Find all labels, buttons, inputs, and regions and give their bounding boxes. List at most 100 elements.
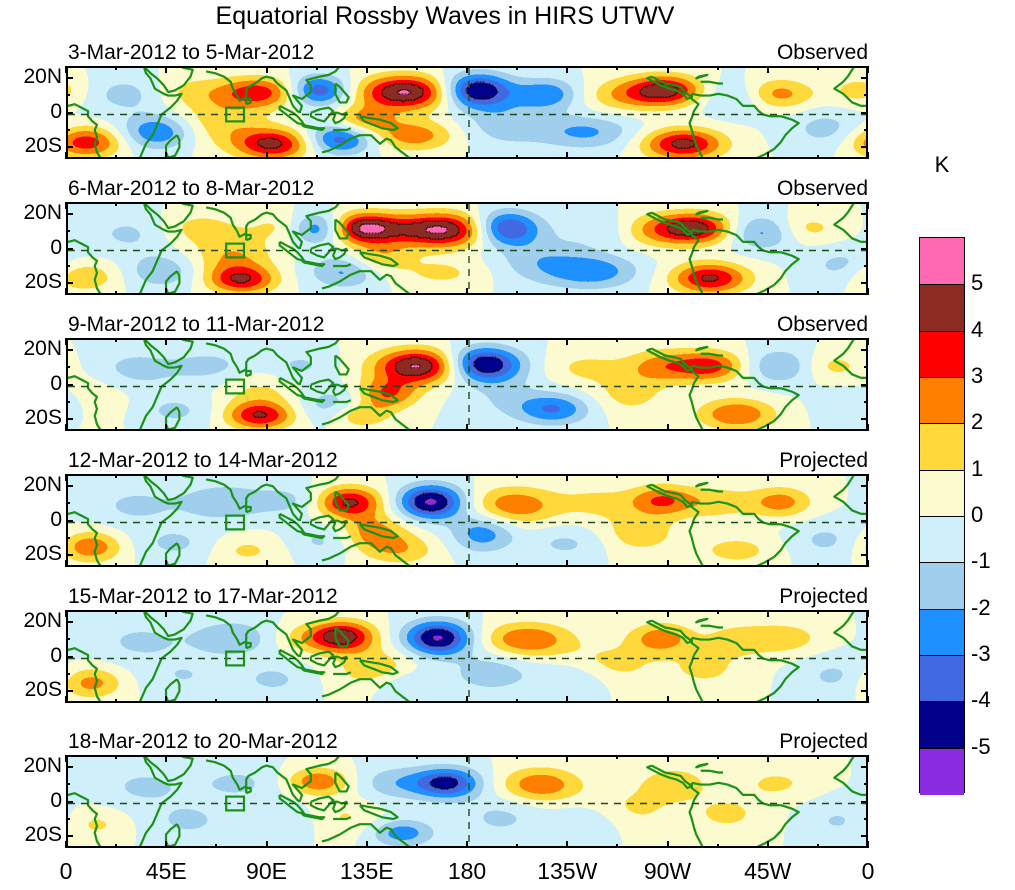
x-axis-tick <box>566 338 569 345</box>
x-axis-tick <box>566 202 569 209</box>
x-axis-tick <box>215 699 218 703</box>
coastline <box>332 247 348 261</box>
coastline <box>164 270 181 293</box>
x-axis-tick <box>365 610 368 617</box>
x-axis-tick <box>616 202 619 206</box>
coastline <box>291 204 340 250</box>
x-axis-tick <box>466 152 468 159</box>
y-axis-tick <box>864 502 868 505</box>
x-axis-tick <box>867 696 869 703</box>
x-axis-tick <box>816 427 819 431</box>
y-axis-tick <box>66 766 73 769</box>
x-axis-tick <box>716 563 719 567</box>
coastline <box>291 612 340 658</box>
x-axis-tick <box>566 152 569 159</box>
coastline <box>245 505 252 514</box>
coastline <box>332 655 348 669</box>
region-marker-box <box>225 106 246 123</box>
x-axis-tick <box>215 755 218 759</box>
x-axis-tick <box>516 66 519 70</box>
x-axis-tick <box>816 755 819 759</box>
x-axis-tick <box>115 699 118 703</box>
y-axis-tick <box>66 264 70 267</box>
colorbar-tick-label: -3 <box>971 641 991 666</box>
x-axis-tick <box>566 424 569 431</box>
x-axis-tick <box>65 202 67 209</box>
x-axis-tick <box>365 560 368 567</box>
x-axis-tick <box>415 66 418 70</box>
x-axis-tick <box>315 563 318 567</box>
coastline <box>833 757 866 796</box>
x-axis-tick <box>816 610 819 614</box>
coastline <box>205 614 301 658</box>
x-axis-tick <box>315 338 318 342</box>
x-axis-tick <box>265 696 268 703</box>
map-frame <box>66 66 868 159</box>
y-axis-tick <box>66 111 73 114</box>
x-axis-tick-label: 180 <box>447 858 487 884</box>
colorbar-tick-label: 2 <box>971 409 984 435</box>
x-axis-tick-label: 90E <box>246 858 287 884</box>
y-axis-tick <box>861 417 868 420</box>
coastline <box>301 123 326 132</box>
colorbar-tick-label: -5 <box>971 733 991 759</box>
x-axis-tick <box>766 841 769 848</box>
coastline <box>309 650 335 667</box>
y-axis-tick <box>861 621 868 624</box>
x-axis-tick <box>566 755 569 762</box>
x-axis-tick <box>315 474 318 478</box>
x-axis-tick <box>215 66 218 70</box>
x-axis-tick <box>616 291 619 295</box>
coastline <box>359 523 399 540</box>
map-panel[interactable] <box>65 202 869 295</box>
x-axis-tick <box>766 66 769 73</box>
x-axis-tick <box>516 291 519 295</box>
x-axis-tick <box>616 427 619 431</box>
x-axis-tick <box>766 424 769 431</box>
x-axis-tick <box>365 841 368 848</box>
colorbar-band <box>920 469 964 517</box>
coastline <box>143 68 194 94</box>
x-axis-tick <box>315 699 318 703</box>
x-axis-tick <box>466 66 468 73</box>
coastline <box>143 612 194 638</box>
y-axis-tick <box>864 366 868 369</box>
x-axis-tick-label: 45E <box>145 858 187 884</box>
x-axis-tick <box>65 474 67 481</box>
coastline <box>700 80 723 85</box>
y-axis-tick <box>66 128 70 131</box>
map-panel[interactable] <box>65 474 869 567</box>
panel-date-label: 15-Mar-2012 to 17-Mar-2012 <box>68 585 338 608</box>
panel-status-label: Observed <box>776 313 868 336</box>
x-axis-tick <box>415 427 418 431</box>
x-axis-tick <box>766 288 769 295</box>
coastline <box>333 535 352 540</box>
coastline <box>143 476 194 502</box>
x-axis-tick <box>516 155 519 159</box>
coastline <box>833 476 866 515</box>
colorbar-tick-label: 0 <box>971 502 984 527</box>
y-axis-tick <box>861 349 868 352</box>
coastline <box>695 345 709 352</box>
x-axis-tick <box>265 841 268 848</box>
x-axis-tick <box>867 152 869 159</box>
colorbar-band <box>920 423 964 471</box>
y-axis-tick <box>66 689 73 692</box>
map-panel[interactable] <box>65 610 869 703</box>
y-axis-tick-label: 20S <box>24 541 62 565</box>
map-panel[interactable] <box>65 755 869 848</box>
y-axis-tick <box>864 783 868 786</box>
panel-date-label: 6-Mar-2012 to 8-Mar-2012 <box>68 177 315 200</box>
x-axis-tick <box>265 424 268 431</box>
panel-date-label: 12-Mar-2012 to 14-Mar-2012 <box>68 449 338 472</box>
coastline <box>309 795 335 812</box>
region-marker-box <box>225 514 246 531</box>
x-axis-tick <box>466 424 468 431</box>
map-panel[interactable] <box>65 66 869 159</box>
map-panel[interactable] <box>65 338 869 431</box>
x-axis-tick <box>566 841 569 848</box>
panel-status-label: Projected <box>779 449 868 472</box>
coastline <box>833 340 866 379</box>
coastline <box>688 500 800 565</box>
coastline <box>359 387 399 404</box>
